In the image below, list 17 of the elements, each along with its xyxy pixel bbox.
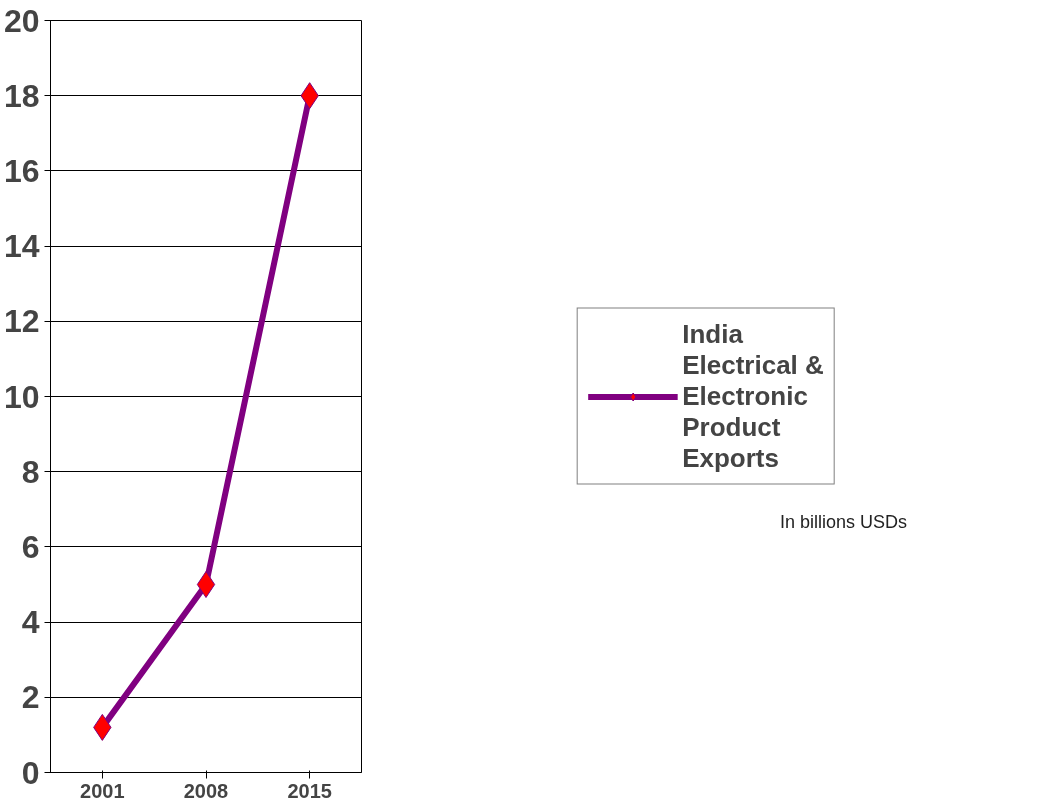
y-tick-label: 20 bbox=[3, 2, 40, 39]
x-tick-label: 2008 bbox=[183, 779, 229, 802]
y-tick-label: 0 bbox=[21, 754, 40, 791]
y-tick-label: 2 bbox=[21, 679, 40, 716]
legend-label: India Electrical & Electronic Product Exports bbox=[682, 318, 824, 474]
y-tick-label: 6 bbox=[21, 528, 40, 565]
x-tick-label: 2015 bbox=[287, 779, 332, 802]
text: In billions USDs bbox=[780, 511, 908, 534]
y-tick-label: 12 bbox=[3, 303, 40, 340]
y-tick-label: 10 bbox=[3, 378, 40, 415]
x-tick-label: 2001 bbox=[80, 779, 125, 802]
point bbox=[196, 571, 216, 598]
y-tick-label: 14 bbox=[3, 228, 40, 265]
y-tick-label: 4 bbox=[21, 604, 40, 641]
y-tick-label: 16 bbox=[3, 152, 40, 189]
y-tick-label: 8 bbox=[21, 453, 40, 490]
y-tick-label: 18 bbox=[3, 77, 40, 114]
